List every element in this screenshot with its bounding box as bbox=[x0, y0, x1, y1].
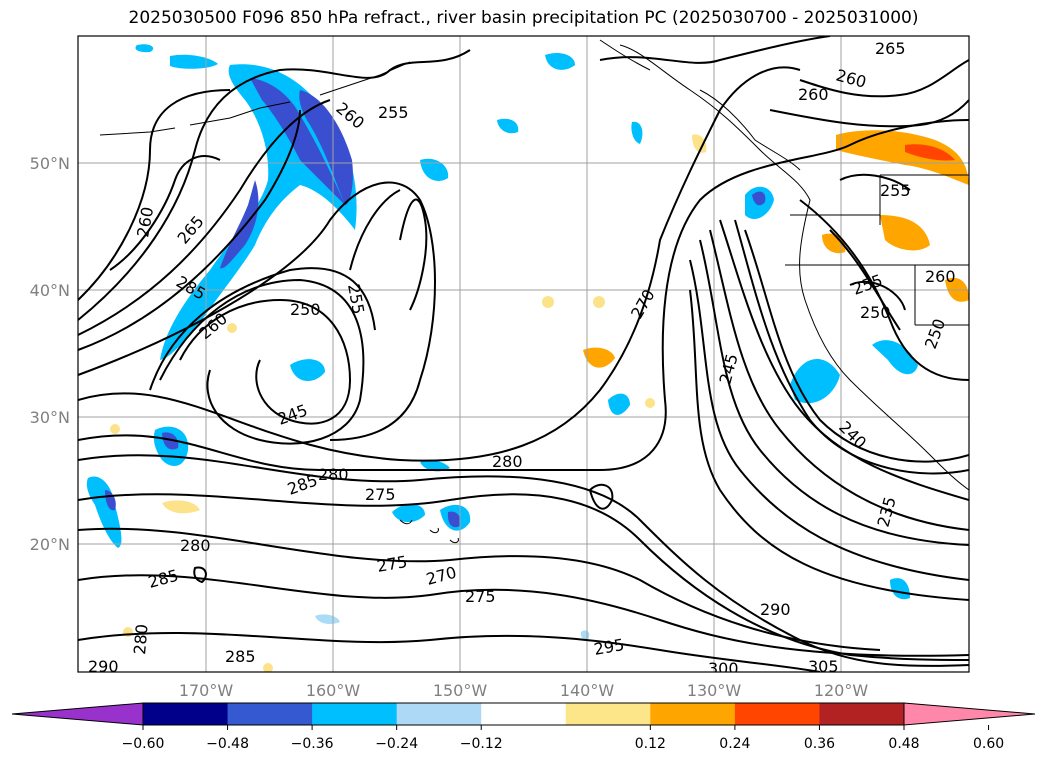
colorbar-segment bbox=[650, 703, 736, 725]
lat-label: 30°N bbox=[30, 408, 70, 427]
shade-pos-weak bbox=[645, 398, 655, 408]
shade-blob bbox=[545, 53, 575, 70]
colorbar-tick-label: 0.60 bbox=[973, 736, 1004, 752]
colorbar-tick-label: −0.48 bbox=[206, 736, 249, 752]
latitude-labels: 50°N 40°N 30°N 20°N bbox=[30, 154, 70, 554]
colorbar-segment bbox=[481, 703, 567, 725]
colorbar-segment bbox=[143, 703, 229, 725]
contour-label: 300 bbox=[708, 659, 739, 678]
lon-label: 120°W bbox=[814, 681, 869, 700]
colorbar-tick-label: 0.24 bbox=[719, 736, 750, 752]
shade-blob bbox=[392, 504, 425, 523]
lon-label: 130°W bbox=[687, 681, 742, 700]
shade-blob bbox=[420, 460, 450, 472]
lon-label: 150°W bbox=[433, 681, 488, 700]
shade-pos-weak bbox=[110, 424, 120, 434]
coastlines bbox=[99, 39, 969, 544]
contour-label: 250 bbox=[860, 303, 891, 322]
contour-label: 255 bbox=[378, 103, 409, 122]
contour-label: 250 bbox=[290, 300, 321, 319]
lon-label: 140°W bbox=[560, 681, 615, 700]
contour-label: 260 bbox=[798, 85, 829, 104]
shade-pos-mid bbox=[822, 233, 846, 254]
lon-label: 160°W bbox=[306, 681, 361, 700]
contour-label: 285 bbox=[225, 647, 256, 666]
map-frame bbox=[77, 35, 970, 673]
shade-blob-strong bbox=[105, 490, 116, 511]
contour-label: 275 bbox=[465, 587, 496, 606]
contour-label: 280 bbox=[492, 452, 523, 471]
colorbar-tick-label: 0.36 bbox=[804, 736, 835, 752]
map-background bbox=[78, 36, 969, 672]
contour-label: 290 bbox=[88, 657, 119, 676]
shade-blob-strong bbox=[162, 432, 179, 450]
lat-label: 50°N bbox=[30, 154, 70, 173]
shade-pos-mid bbox=[880, 215, 930, 251]
shade-pos-strong bbox=[905, 144, 955, 161]
colorbar-segment bbox=[227, 703, 313, 725]
contour-label: 280 bbox=[130, 623, 152, 655]
map-panel: 265 260 260 260 255 255 260 265 285 250 … bbox=[30, 35, 970, 700]
longitude-labels: 170°W 160°W 150°W 140°W 130°W 120°W bbox=[179, 681, 869, 700]
colorbar-tick-label: −0.36 bbox=[291, 736, 334, 752]
shade-blob bbox=[608, 393, 630, 415]
figure-title: 2025030500 F096 850 hPa refract., river … bbox=[128, 8, 919, 28]
colorbar-tick-label: 0.12 bbox=[635, 736, 666, 752]
colorbar-tick-label: −0.24 bbox=[375, 736, 418, 752]
contour-label: 275 bbox=[365, 485, 396, 504]
colorbar-segments bbox=[142, 702, 905, 726]
shade-blob-weak bbox=[315, 614, 340, 624]
lat-label: 20°N bbox=[30, 535, 70, 554]
shade-pos-mid bbox=[836, 130, 969, 185]
shade-pos-weak bbox=[542, 296, 554, 308]
shade-pos-mid bbox=[583, 347, 615, 368]
contour-label: 260 bbox=[925, 267, 956, 286]
colorbar-segment bbox=[565, 703, 651, 725]
shade-blob-strong bbox=[752, 191, 766, 206]
refractivity-contours bbox=[78, 36, 969, 672]
lon-label: 170°W bbox=[179, 681, 234, 700]
colorbar-extend-min bbox=[11, 702, 144, 726]
shade-blob bbox=[420, 158, 449, 181]
colorbar-tick-label: −0.60 bbox=[122, 736, 165, 752]
contour-label: 280 bbox=[318, 465, 349, 484]
colorbar-extend-max bbox=[903, 702, 1036, 726]
shade-pos-weak bbox=[162, 500, 200, 514]
shade-band-strong-1 bbox=[250, 78, 345, 205]
shade-pos-weak bbox=[593, 296, 605, 308]
colorbar-ticks: −0.60 −0.48 −0.36 −0.24 −0.12 0.12 0.24 0.36 0.4… bbox=[122, 725, 1004, 752]
shade-pos-weak bbox=[692, 134, 707, 153]
colorbar-segment bbox=[819, 703, 905, 725]
shade-blob bbox=[631, 121, 643, 144]
contour-label: 280 bbox=[180, 536, 211, 555]
shade-blob bbox=[290, 359, 325, 382]
colorbar-segment bbox=[734, 703, 820, 725]
contour-label: 265 bbox=[875, 39, 906, 58]
colorbar-tick-label: −0.12 bbox=[460, 736, 503, 752]
shade-blob-strong bbox=[447, 511, 461, 528]
colorbar-segment bbox=[312, 703, 398, 725]
positive-anomaly-shading bbox=[110, 130, 969, 672]
colorbar-tick-label: 0.48 bbox=[888, 736, 919, 752]
contour-label: 290 bbox=[760, 600, 791, 619]
contour-label: 305 bbox=[808, 657, 839, 676]
shade-band-strong-2 bbox=[299, 90, 353, 205]
shade-pos-weak bbox=[227, 323, 237, 333]
lat-label: 40°N bbox=[30, 281, 70, 300]
colorbar-segment bbox=[396, 703, 482, 725]
shade-pos-weak bbox=[263, 663, 273, 672]
shade-blob bbox=[86, 476, 122, 548]
graticule bbox=[78, 36, 969, 672]
shade-blob bbox=[497, 118, 519, 134]
shade-blob bbox=[135, 44, 154, 53]
shade-blob bbox=[872, 340, 918, 375]
shade-band-strong-3 bbox=[220, 180, 259, 269]
colorbar: −0.60 −0.48 −0.36 −0.24 −0.12 0.12 0.24 0.36 0.4… bbox=[11, 702, 1036, 752]
contour-label: 255 bbox=[880, 181, 911, 200]
